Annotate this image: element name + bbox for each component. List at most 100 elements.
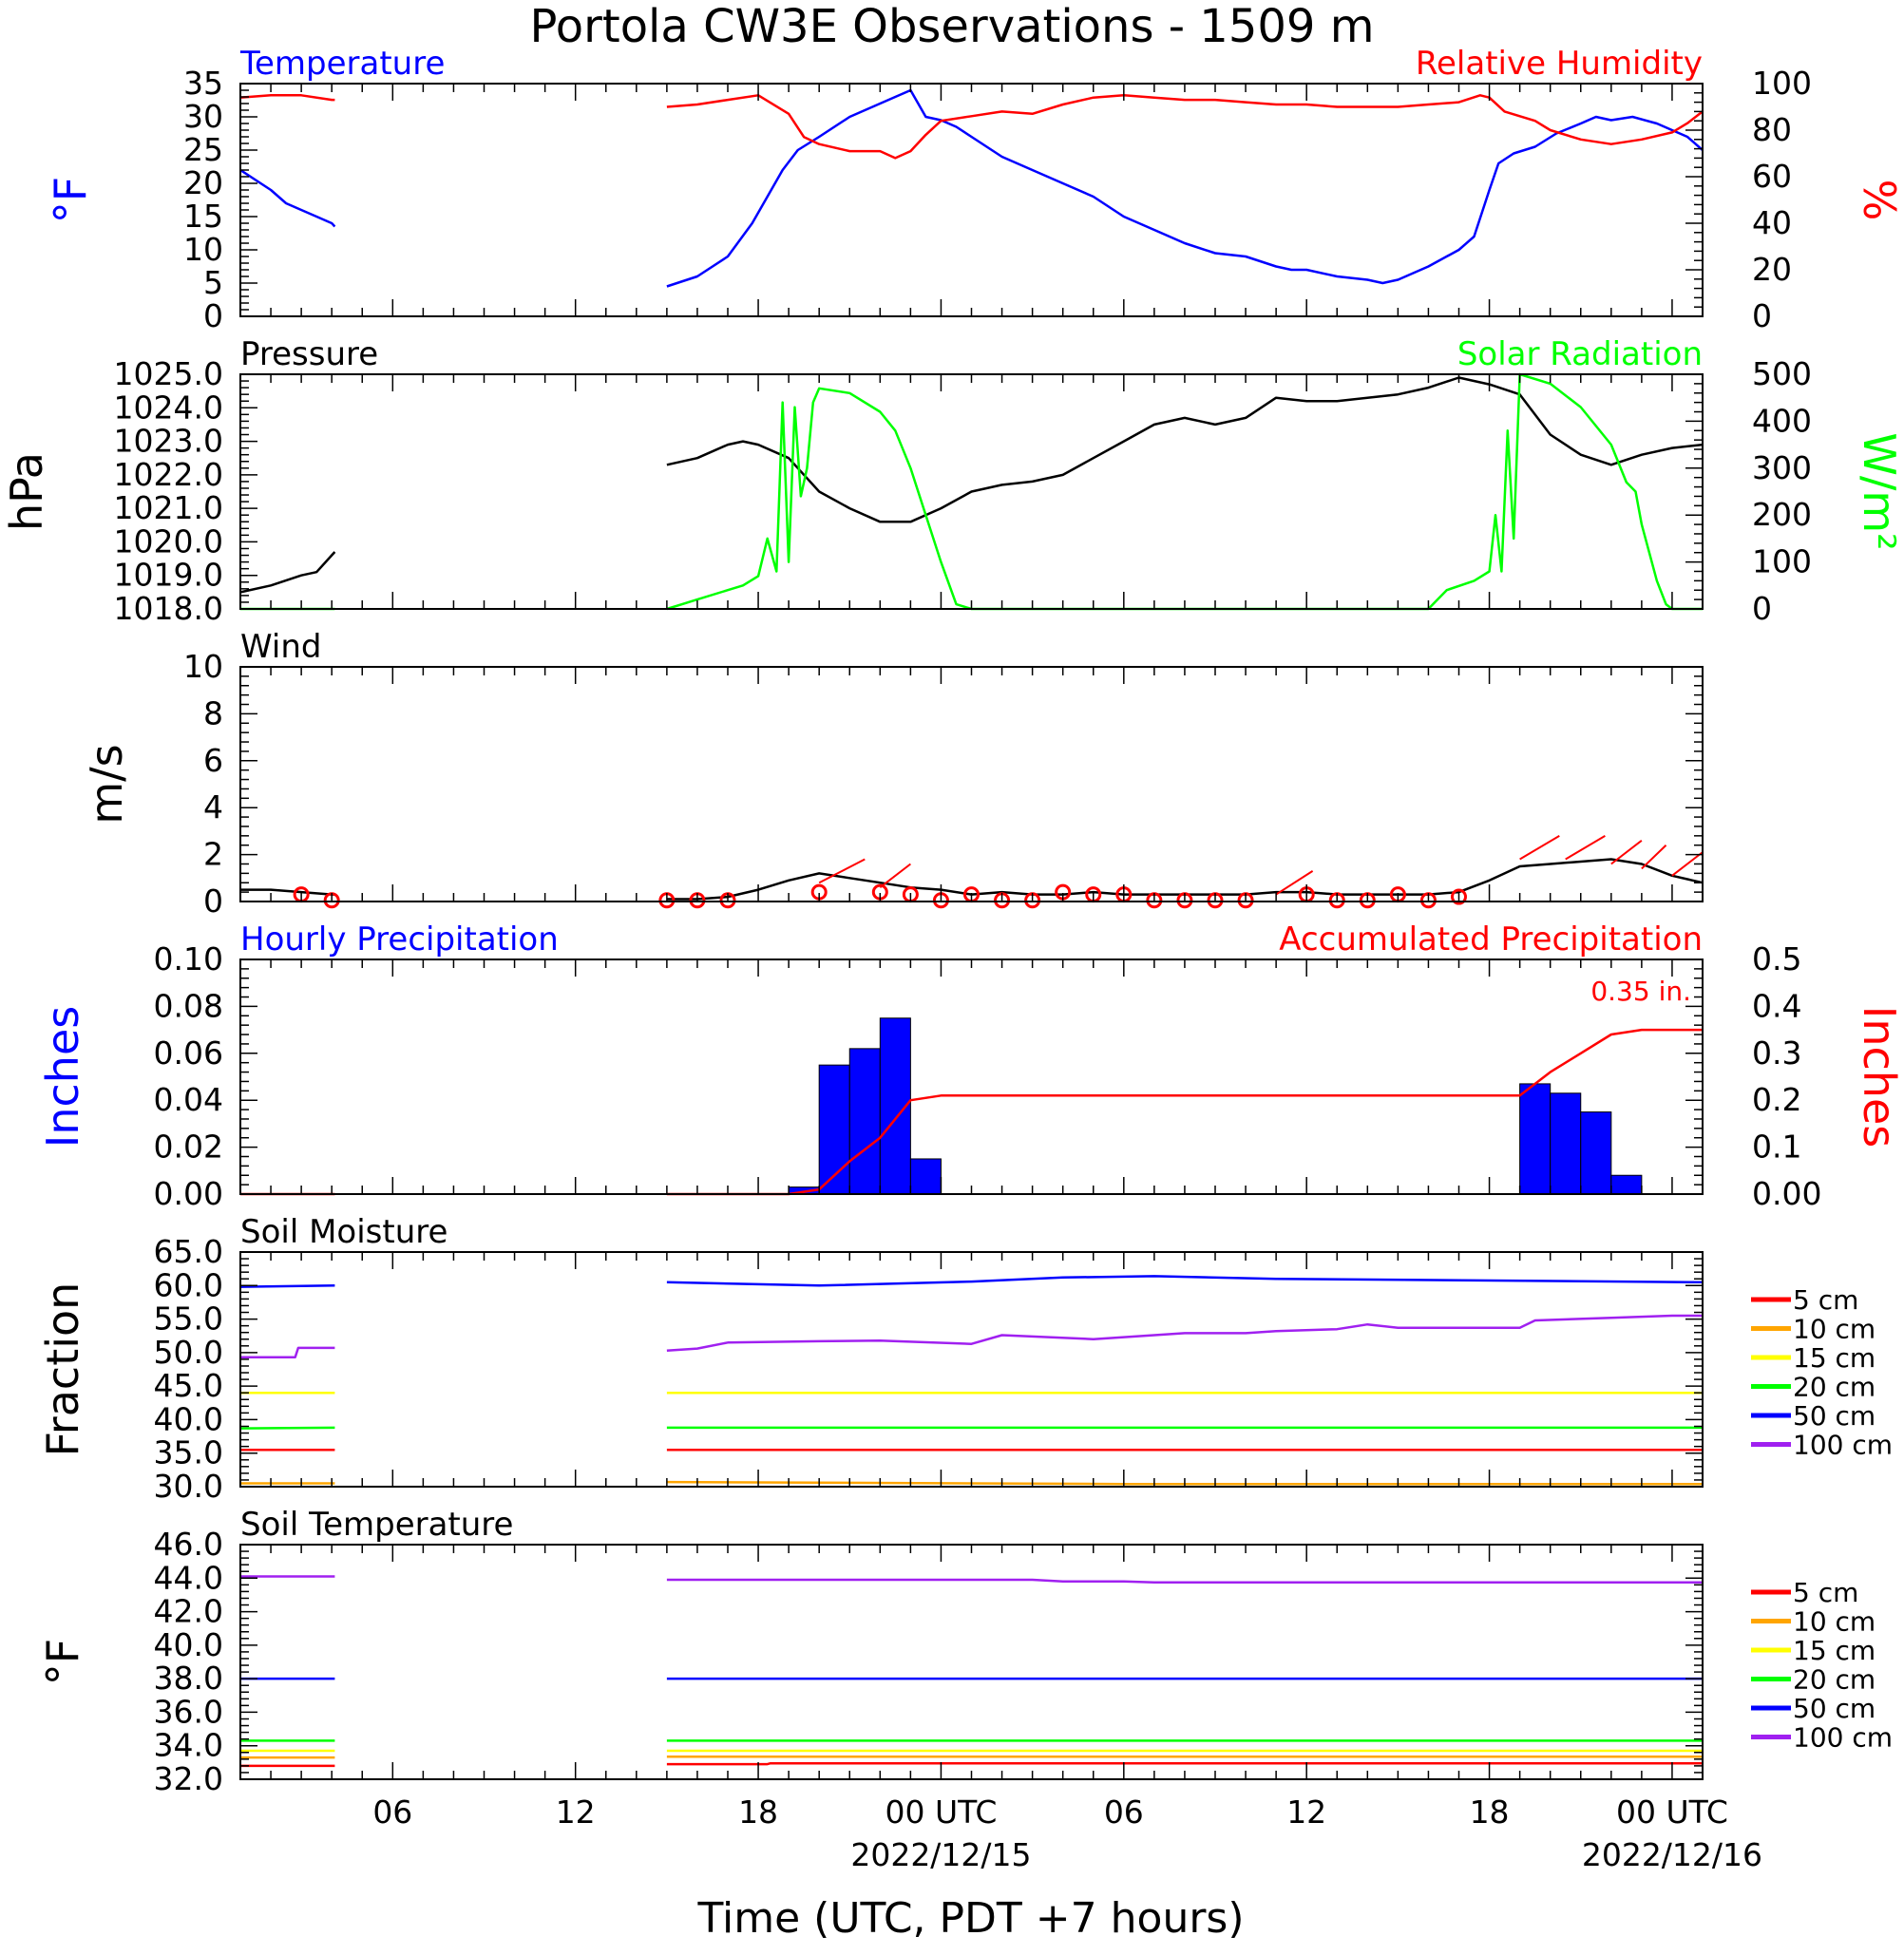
left-unit-label: °F (45, 177, 96, 223)
legend-label: 15 cm (1793, 1635, 1875, 1666)
y-right-tick-label: 400 (1752, 402, 1812, 439)
series-line-50-cm (239, 1284, 335, 1288)
panel-right-label: Relative Humidity (1416, 45, 1703, 83)
y-tick-label: 0.02 (154, 1129, 223, 1166)
precip-total-label: 0.35 in. (1590, 976, 1691, 1007)
legend-label: 20 cm (1793, 1664, 1875, 1696)
left-unit-label: Inches (37, 1006, 88, 1148)
y-tick-label: 10 (183, 648, 223, 685)
y-right-tick-label: 0.1 (1752, 1129, 1801, 1166)
x-tick-label: 00 UTC (1616, 1794, 1728, 1831)
legend-label: 50 cm (1793, 1400, 1875, 1432)
y-tick-label: 30.0 (154, 1468, 223, 1505)
y-tick-label: 38.0 (154, 1660, 223, 1697)
panel-left-label: Hourly Precipitation (240, 921, 559, 959)
y-right-tick-label: 100 (1752, 65, 1812, 102)
series-line-temperature (239, 168, 336, 228)
series-line-wind-speed (240, 888, 335, 896)
y-right-tick-label: 0 (1752, 590, 1772, 627)
y-tick-label: 50.0 (154, 1334, 223, 1371)
wind-barb (1519, 834, 1560, 861)
series-line-solar-radiation (666, 372, 1703, 611)
y-tick-label: 1020.0 (114, 522, 223, 560)
y-tick-label: 2 (203, 836, 223, 873)
y-tick-label: 0.10 (154, 940, 223, 978)
x-tick-label: 12 (556, 1794, 596, 1831)
y-right-tick-label: 60 (1752, 158, 1792, 195)
series-line-100-cm (666, 1314, 1703, 1352)
y-tick-label: 65.0 (154, 1233, 223, 1270)
series-line-5-cm (666, 1761, 1703, 1766)
wind-barb (879, 863, 911, 888)
y-tick-label: 1019.0 (114, 557, 223, 594)
panel-pressure-solar: 1018.01019.01020.01021.01022.01023.01024… (1, 335, 1904, 627)
legend-label: 15 cm (1793, 1342, 1875, 1374)
series-line-100-cm (240, 1346, 335, 1359)
y-tick-label: 0.00 (154, 1175, 223, 1212)
precip-bar (848, 1048, 881, 1195)
y-tick-label: 0 (203, 883, 223, 920)
series-line-50-cm (666, 1275, 1704, 1287)
wind-barb (1671, 851, 1704, 877)
y-right-tick-label: 0.3 (1752, 1034, 1801, 1072)
series-line-100-cm (666, 1578, 1703, 1584)
precip-bar (1519, 1083, 1552, 1195)
y-tick-label: 0.08 (154, 987, 223, 1024)
y-right-tick-label: 0.5 (1752, 940, 1801, 978)
y-tick-label: 15 (183, 198, 223, 235)
left-unit-label: °F (37, 1639, 88, 1685)
y-tick-label: 42.0 (154, 1593, 223, 1630)
legend-label: 5 cm (1793, 1577, 1858, 1608)
wind-barb (1610, 839, 1643, 865)
y-right-tick-label: 200 (1752, 496, 1812, 533)
figure-title: Portola CW3E Observations - 1509 m (530, 0, 1375, 53)
legend-label: 20 cm (1793, 1372, 1875, 1403)
y-tick-label: 10 (183, 231, 223, 268)
y-tick-label: 6 (203, 742, 223, 779)
y-tick-label: 0 (203, 297, 223, 334)
y-tick-label: 1025.0 (114, 355, 223, 392)
y-right-tick-label: 100 (1752, 543, 1812, 580)
precip-bar (1550, 1092, 1582, 1195)
y-tick-label: 8 (203, 694, 223, 731)
y-tick-label: 46.0 (154, 1526, 223, 1563)
y-tick-label: 1024.0 (114, 389, 223, 426)
series-line-temperature (666, 88, 1704, 288)
y-right-tick-label: 0.4 (1752, 987, 1801, 1024)
legend-label: 100 cm (1793, 1722, 1893, 1754)
x-tick-label: 18 (1470, 1794, 1510, 1831)
panel-wind: 0 2 4 6 8 10 Wind m/s (81, 628, 1704, 920)
x-tick-label: 06 (372, 1794, 412, 1831)
y-right-tick-label: 80 (1752, 111, 1792, 148)
y-tick-label: 1022.0 (114, 456, 223, 493)
series-line-20-cm (239, 1426, 335, 1430)
y-tick-label: 36.0 (154, 1693, 223, 1730)
y-right-tick-label: 0.2 (1752, 1081, 1801, 1118)
series-line-relative-humidity (239, 94, 335, 102)
x-tick-label: 12 (1286, 1794, 1326, 1831)
legend-label: 10 cm (1793, 1606, 1875, 1638)
y-tick-label: 32.0 (154, 1760, 223, 1797)
panel-frame (239, 666, 1704, 902)
left-unit-label: Fraction (37, 1282, 88, 1457)
panel-left-label: Soil Temperature (240, 1506, 513, 1544)
x-tick-label: 06 (1104, 1794, 1144, 1831)
legend-label: 5 cm (1793, 1284, 1858, 1316)
legend-label: 100 cm (1793, 1430, 1893, 1461)
y-tick-label: 1023.0 (114, 423, 223, 460)
y-tick-label: 55.0 (154, 1300, 223, 1338)
y-tick-label: 0.06 (154, 1034, 223, 1072)
y-right-tick-label: 300 (1752, 449, 1812, 486)
panel-right-label: Accumulated Precipitation (1279, 921, 1703, 959)
y-tick-label: 5 (203, 264, 223, 301)
x-tick-label: 00 UTC (885, 1794, 997, 1831)
right-unit-label: % (1854, 180, 1904, 221)
right-unit-label: Inches (1854, 1006, 1904, 1148)
precip-bar (1610, 1174, 1643, 1195)
y-tick-label: 45.0 (154, 1367, 223, 1404)
y-tick-label: 35 (183, 65, 223, 102)
y-tick-label: 4 (203, 788, 223, 826)
